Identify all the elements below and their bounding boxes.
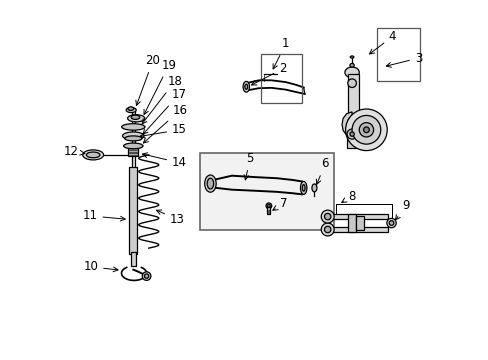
Bar (346, 130, 356, 148)
Text: 4: 4 (369, 30, 396, 54)
Text: 20: 20 (136, 54, 160, 105)
Text: 1: 1 (273, 37, 289, 69)
Ellipse shape (244, 84, 247, 89)
Ellipse shape (126, 108, 136, 113)
Circle shape (349, 132, 353, 136)
Text: 10: 10 (83, 260, 118, 273)
Text: 6: 6 (316, 157, 328, 184)
Text: 17: 17 (143, 88, 186, 134)
Ellipse shape (349, 63, 353, 67)
Ellipse shape (344, 67, 359, 78)
Circle shape (142, 272, 151, 280)
Bar (131, 108, 135, 169)
Polygon shape (341, 112, 351, 137)
Ellipse shape (349, 56, 353, 58)
Ellipse shape (386, 219, 395, 228)
Ellipse shape (123, 143, 142, 149)
Ellipse shape (128, 107, 133, 111)
Bar (260, 54, 301, 103)
Circle shape (324, 213, 330, 220)
Circle shape (347, 79, 356, 87)
Circle shape (346, 129, 356, 139)
Ellipse shape (122, 132, 144, 140)
Bar (129, 167, 137, 253)
Circle shape (324, 226, 330, 233)
Ellipse shape (302, 185, 305, 191)
Ellipse shape (243, 81, 249, 92)
Ellipse shape (265, 203, 271, 209)
Text: 7: 7 (272, 197, 287, 210)
Ellipse shape (86, 152, 100, 158)
Ellipse shape (204, 175, 216, 192)
Bar (348, 214, 356, 232)
Text: 8: 8 (341, 190, 355, 203)
Circle shape (321, 223, 333, 236)
Text: 12: 12 (64, 145, 84, 158)
Ellipse shape (207, 178, 213, 189)
Ellipse shape (267, 204, 270, 207)
Ellipse shape (388, 221, 393, 225)
Bar (323, 214, 387, 220)
Text: 14: 14 (142, 153, 187, 169)
Text: 3: 3 (386, 51, 421, 67)
Text: 15: 15 (140, 123, 186, 138)
Bar (267, 207, 270, 214)
Text: 5: 5 (244, 152, 253, 180)
Text: 11: 11 (82, 210, 125, 222)
Bar (348, 74, 358, 130)
Text: 9: 9 (395, 199, 409, 220)
Text: 16: 16 (143, 104, 187, 143)
Circle shape (351, 116, 380, 144)
Circle shape (144, 274, 148, 278)
Text: 2: 2 (251, 62, 286, 85)
Circle shape (345, 109, 386, 150)
Ellipse shape (124, 136, 142, 141)
Text: 13: 13 (156, 210, 184, 226)
Bar (131, 252, 136, 266)
Bar (376, 28, 419, 81)
Bar (355, 216, 363, 230)
Bar (323, 226, 387, 232)
Bar (199, 153, 333, 230)
Circle shape (359, 123, 373, 137)
Ellipse shape (127, 115, 144, 122)
Bar (128, 148, 138, 156)
Text: 19: 19 (144, 59, 176, 114)
Text: 18: 18 (142, 75, 182, 124)
Ellipse shape (311, 184, 316, 192)
Ellipse shape (300, 181, 306, 194)
Circle shape (321, 210, 333, 223)
Ellipse shape (131, 115, 140, 120)
Ellipse shape (122, 124, 144, 130)
Circle shape (363, 127, 368, 133)
Ellipse shape (82, 150, 103, 160)
